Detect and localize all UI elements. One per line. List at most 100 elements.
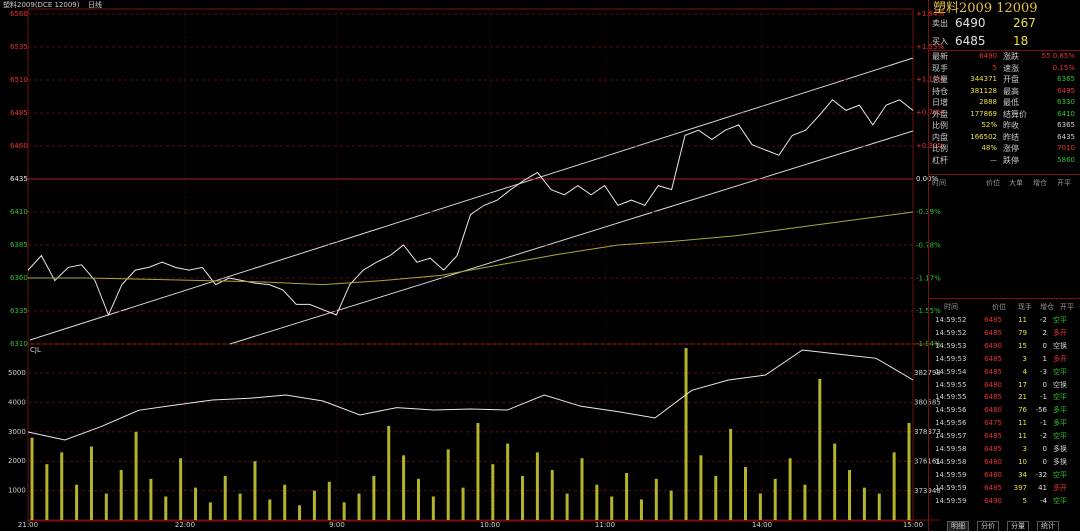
trade-type: 空平 — [1053, 496, 1067, 505]
volume-bar — [298, 505, 302, 520]
trade-volume: 3 — [1022, 445, 1027, 453]
y-tick-label: 6460 — [10, 142, 28, 150]
chart-title: 塑料2009(DCE 12009) — [3, 0, 80, 9]
tab[interactable]: 明细 — [947, 521, 969, 531]
y-tick-label: 3000 — [8, 428, 26, 436]
trade-oi-change: -1 — [1040, 419, 1047, 428]
y-tick-label: 6335 — [10, 307, 28, 315]
stat-label: 跌停 — [1003, 155, 1019, 165]
y-tick-label: 4000 — [8, 398, 26, 406]
trade-time: 14:59:57 — [935, 432, 967, 441]
volume-bar — [595, 484, 599, 520]
price-line — [27, 99, 914, 317]
trade-type: 空平 — [1053, 432, 1067, 441]
tab[interactable]: 分量 — [1007, 521, 1029, 531]
y-tick-label: 2000 — [8, 457, 26, 465]
volume-bar — [89, 446, 93, 520]
quote-title: 塑料2009 12009 — [933, 1, 1038, 16]
stat-value: 5860 — [1057, 155, 1075, 164]
stat-label: 涨停 — [1003, 144, 1019, 153]
trade-time: 14:59:52 — [935, 328, 967, 337]
volume-bar — [327, 481, 331, 520]
trade-type: 多换 — [1053, 457, 1067, 466]
volume-bar — [654, 478, 658, 520]
y2-tick-label: 380585 — [914, 399, 941, 407]
volume-bar — [372, 475, 376, 520]
volume-bar — [342, 502, 346, 520]
stat-label: 总量 — [932, 75, 948, 84]
trade-type: 多开 — [1053, 328, 1067, 337]
trade-oi-change: 41 — [1038, 483, 1047, 492]
volume-bar — [119, 470, 123, 520]
channel-upper — [29, 57, 914, 341]
trade-price: 6485 — [984, 328, 1002, 337]
stat-label: 最低 — [1003, 98, 1019, 107]
volume-bar — [60, 452, 64, 520]
trade-price: 6480 — [984, 406, 1002, 415]
stat-value: 6330 — [1057, 98, 1075, 106]
volume-bar — [476, 422, 480, 520]
trade-volume: 17 — [1018, 380, 1027, 389]
volume-bar — [164, 496, 168, 520]
x-tick-label: 15:00 — [903, 521, 923, 529]
quote-price: 6490 — [955, 16, 986, 30]
tab[interactable]: 分价 — [977, 521, 999, 531]
volume-bar — [387, 425, 391, 520]
trade-time: 14:59:58 — [935, 445, 967, 453]
trade-volume: 34 — [1018, 470, 1027, 479]
volume-bar — [773, 478, 777, 520]
y2-tick-label: 376161 — [914, 457, 941, 465]
y2-tick-label: 382798 — [914, 369, 941, 377]
volume-bar — [535, 452, 539, 520]
stat-label: 最高 — [1003, 86, 1019, 96]
volume-bar — [431, 496, 435, 520]
stat-label: 内盘 — [932, 132, 948, 142]
trade-type: 多平 — [1053, 419, 1067, 428]
volume-label: CJL — [30, 346, 41, 354]
plot-frame — [27, 8, 914, 522]
volume-bar — [75, 484, 79, 520]
tab[interactable]: 统计 — [1037, 521, 1059, 531]
y2-tick-label: +1.17% — [916, 75, 944, 83]
trade-oi-change: -2 — [1040, 432, 1047, 441]
trade-type: 多平 — [1053, 406, 1067, 415]
stat-label: 昨结 — [1003, 132, 1019, 142]
volume-bar — [208, 502, 212, 520]
trade-volume: 11 — [1018, 316, 1027, 324]
volume-bar — [565, 493, 569, 520]
y-tick-label: 6535 — [10, 43, 28, 51]
trade-price: 6480 — [984, 457, 1002, 466]
trade-oi-change: 1 — [1042, 354, 1047, 363]
stat-label: 持仓 — [932, 86, 948, 96]
volume-bar — [134, 431, 138, 520]
column-header: 时间 — [944, 303, 958, 311]
trade-type: 空平 — [1053, 367, 1067, 376]
volume-bar — [461, 487, 465, 520]
trade-oi-change: -56 — [1035, 406, 1047, 415]
volume-bar — [446, 449, 450, 520]
volume-bar — [45, 464, 49, 520]
trade-volume: 5 — [1022, 496, 1027, 505]
stat-value: 6435 — [1057, 132, 1075, 141]
column-header: 价位 — [986, 179, 1000, 187]
y2-tick-label: 0.00% — [916, 175, 939, 183]
trade-price: 6480 — [984, 380, 1002, 389]
trade-type: 多开 — [1053, 483, 1067, 492]
volume-bar — [907, 422, 911, 520]
quote-volume: 267 — [1013, 16, 1036, 30]
stat-value: 177869 — [970, 109, 997, 118]
trade-type: 空平 — [1053, 316, 1067, 324]
trade-oi-change: 2 — [1042, 328, 1047, 337]
volume-bar — [714, 475, 718, 520]
column-header: 增仓 — [1040, 303, 1054, 311]
column-header: 价位 — [992, 303, 1006, 311]
y-tick-label: 6435 — [10, 175, 28, 183]
volume-bar — [639, 499, 643, 520]
volume-bar — [550, 470, 554, 520]
trade-time: 14:59:55 — [935, 380, 967, 389]
trade-price: 6485 — [984, 445, 1002, 453]
stat-label: 结算价 — [1003, 109, 1027, 119]
column-header: 时间 — [932, 179, 946, 187]
volume-bar — [283, 484, 287, 520]
